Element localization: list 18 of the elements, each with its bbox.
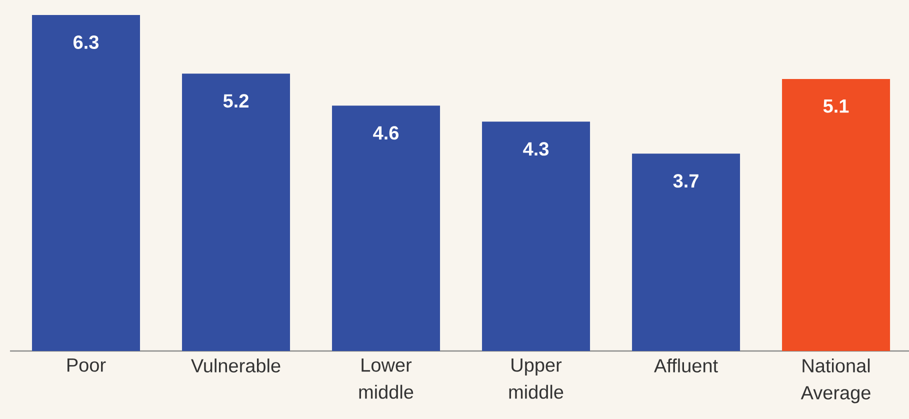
bar xyxy=(632,154,740,351)
bar xyxy=(482,122,590,351)
bar xyxy=(182,74,290,351)
x-tick-label: Affluent xyxy=(654,358,718,372)
data-label: 5.1 xyxy=(823,100,849,113)
x-tick-label: National Average xyxy=(800,358,870,404)
data-label: 4.6 xyxy=(373,126,399,140)
x-tick-label: Lower middle xyxy=(359,358,414,399)
bar xyxy=(782,78,890,351)
x-tick-label: Vulnerable xyxy=(191,358,280,372)
x-tick-label: Upper middle xyxy=(509,358,564,399)
bar xyxy=(32,14,140,351)
data-label: 4.3 xyxy=(523,142,549,156)
data-label: 3.7 xyxy=(673,174,698,188)
x-tick-label: Poor xyxy=(67,358,106,372)
data-label: 6.3 xyxy=(74,36,99,49)
bar xyxy=(332,106,440,351)
data-label: 5.2 xyxy=(223,94,248,108)
